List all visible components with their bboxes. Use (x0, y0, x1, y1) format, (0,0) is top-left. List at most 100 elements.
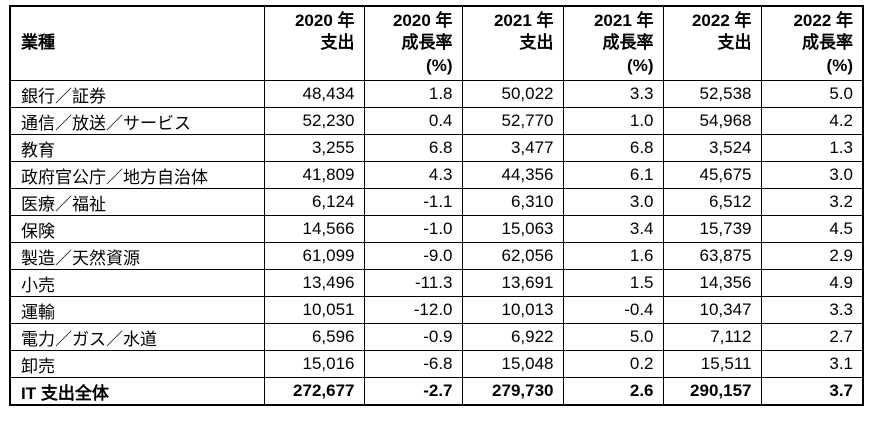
value-cell: 1.8 (363, 80, 463, 109)
value-cell: -0.4 (562, 296, 664, 325)
value-cell: 15,739 (662, 215, 762, 244)
value-cell: 50,022 (461, 80, 564, 109)
table-row: 保険 14,566 -1.0 15,063 3.4 15,739 4.5 (9, 215, 864, 244)
header-2020-spend: 2020 年 支出 (263, 5, 365, 82)
value-cell: -11.3 (363, 269, 463, 298)
value-cell: 1.6 (562, 242, 664, 271)
value-cell: 6,124 (263, 188, 365, 217)
value-cell: 63,875 (662, 242, 762, 271)
table-row: 卸売 15,016 -6.8 15,048 0.2 15,511 3.1 (9, 350, 864, 379)
value-cell: 1.5 (562, 269, 664, 298)
value-cell: 52,538 (662, 80, 762, 109)
table-row: 電力／ガス／水道 6,596 -0.9 6,922 5.0 7,112 2.7 (9, 323, 864, 352)
industry-cell: 保険 (9, 215, 265, 244)
value-cell: 5.0 (760, 80, 864, 109)
industry-cell: 製造／天然資源 (9, 242, 265, 271)
value-cell: -0.9 (363, 323, 463, 352)
value-cell: 3.4 (562, 215, 664, 244)
value-cell: 6,922 (461, 323, 564, 352)
value-cell: 3.0 (760, 161, 864, 190)
value-cell: 0.2 (562, 350, 664, 379)
value-cell: 6,310 (461, 188, 564, 217)
value-cell: 10,347 (662, 296, 762, 325)
value-cell: -2.7 (363, 377, 463, 406)
table-row: 銀行／証券 48,434 1.8 50,022 3.3 52,538 5.0 (9, 80, 864, 109)
value-cell: 44,356 (461, 161, 564, 190)
value-cell: -12.0 (363, 296, 463, 325)
value-cell: 4.5 (760, 215, 864, 244)
value-cell: -1.0 (363, 215, 463, 244)
value-cell: 54,968 (662, 107, 762, 136)
industry-cell: 医療／福祉 (9, 188, 265, 217)
it-spending-table: 業種 2020 年 支出 2020 年 成長率 (%) 2021 年 支出 20… (9, 5, 864, 406)
value-cell: 41,809 (263, 161, 365, 190)
value-cell: 279,730 (461, 377, 564, 406)
value-cell: 2.9 (760, 242, 864, 271)
value-cell: 7,112 (662, 323, 762, 352)
table-row: 製造／天然資源 61,099 -9.0 62,056 1.6 63,875 2.… (9, 242, 864, 271)
value-cell: 13,691 (461, 269, 564, 298)
value-cell: 4.3 (363, 161, 463, 190)
header-industry: 業種 (9, 5, 265, 82)
value-cell: 3,477 (461, 134, 564, 163)
value-cell: -6.8 (363, 350, 463, 379)
value-cell: 3.2 (760, 188, 864, 217)
header-2022-spend: 2022 年 支出 (662, 5, 762, 82)
value-cell: 15,511 (662, 350, 762, 379)
header-2021-spend: 2021 年 支出 (461, 5, 564, 82)
value-cell: 290,157 (662, 377, 762, 406)
industry-cell: 運輸 (9, 296, 265, 325)
table-row: 医療／福祉 6,124 -1.1 6,310 3.0 6,512 3.2 (9, 188, 864, 217)
header-2020-growth: 2020 年 成長率 (%) (363, 5, 463, 82)
industry-cell: 政府官公庁／地方自治体 (9, 161, 265, 190)
value-cell: 1.0 (562, 107, 664, 136)
value-cell: 4.2 (760, 107, 864, 136)
industry-cell: 小売 (9, 269, 265, 298)
value-cell: 0.4 (363, 107, 463, 136)
value-cell: 6,512 (662, 188, 762, 217)
value-cell: 10,051 (263, 296, 365, 325)
value-cell: 15,063 (461, 215, 564, 244)
table-row-total: IT 支出全体 272,677 -2.7 279,730 2.6 290,157… (9, 377, 864, 406)
value-cell: 3.1 (760, 350, 864, 379)
value-cell: 13,496 (263, 269, 365, 298)
industry-cell: 通信／放送／サービス (9, 107, 265, 136)
industry-cell: 卸売 (9, 350, 265, 379)
value-cell: 3.7 (760, 377, 864, 406)
value-cell: 3.3 (760, 296, 864, 325)
value-cell: 45,675 (662, 161, 762, 190)
value-cell: 1.3 (760, 134, 864, 163)
value-cell: -9.0 (363, 242, 463, 271)
table-row: 政府官公庁／地方自治体 41,809 4.3 44,356 6.1 45,675… (9, 161, 864, 190)
value-cell: 6.8 (363, 134, 463, 163)
industry-cell-total: IT 支出全体 (9, 377, 265, 406)
value-cell: 61,099 (263, 242, 365, 271)
industry-cell: 銀行／証券 (9, 80, 265, 109)
value-cell: 272,677 (263, 377, 365, 406)
table-container: 業種 2020 年 支出 2020 年 成長率 (%) 2021 年 支出 20… (9, 5, 864, 406)
value-cell: 3.0 (562, 188, 664, 217)
value-cell: 62,056 (461, 242, 564, 271)
table-row: 運輸 10,051 -12.0 10,013 -0.4 10,347 3.3 (9, 296, 864, 325)
value-cell: 15,016 (263, 350, 365, 379)
value-cell: 6.8 (562, 134, 664, 163)
value-cell: 15,048 (461, 350, 564, 379)
value-cell: 14,356 (662, 269, 762, 298)
header-2021-growth: 2021 年 成長率 (%) (562, 5, 664, 82)
value-cell: 5.0 (562, 323, 664, 352)
value-cell: 52,770 (461, 107, 564, 136)
value-cell: 6.1 (562, 161, 664, 190)
value-cell: 3,524 (662, 134, 762, 163)
table-row: 通信／放送／サービス 52,230 0.4 52,770 1.0 54,968 … (9, 107, 864, 136)
value-cell: -1.1 (363, 188, 463, 217)
value-cell: 14,566 (263, 215, 365, 244)
value-cell: 52,230 (263, 107, 365, 136)
value-cell: 48,434 (263, 80, 365, 109)
value-cell: 2.6 (562, 377, 664, 406)
industry-cell: 教育 (9, 134, 265, 163)
value-cell: 3.3 (562, 80, 664, 109)
value-cell: 10,013 (461, 296, 564, 325)
header-2022-growth: 2022 年 成長率 (%) (760, 5, 864, 82)
table-row: 小売 13,496 -11.3 13,691 1.5 14,356 4.9 (9, 269, 864, 298)
industry-cell: 電力／ガス／水道 (9, 323, 265, 352)
